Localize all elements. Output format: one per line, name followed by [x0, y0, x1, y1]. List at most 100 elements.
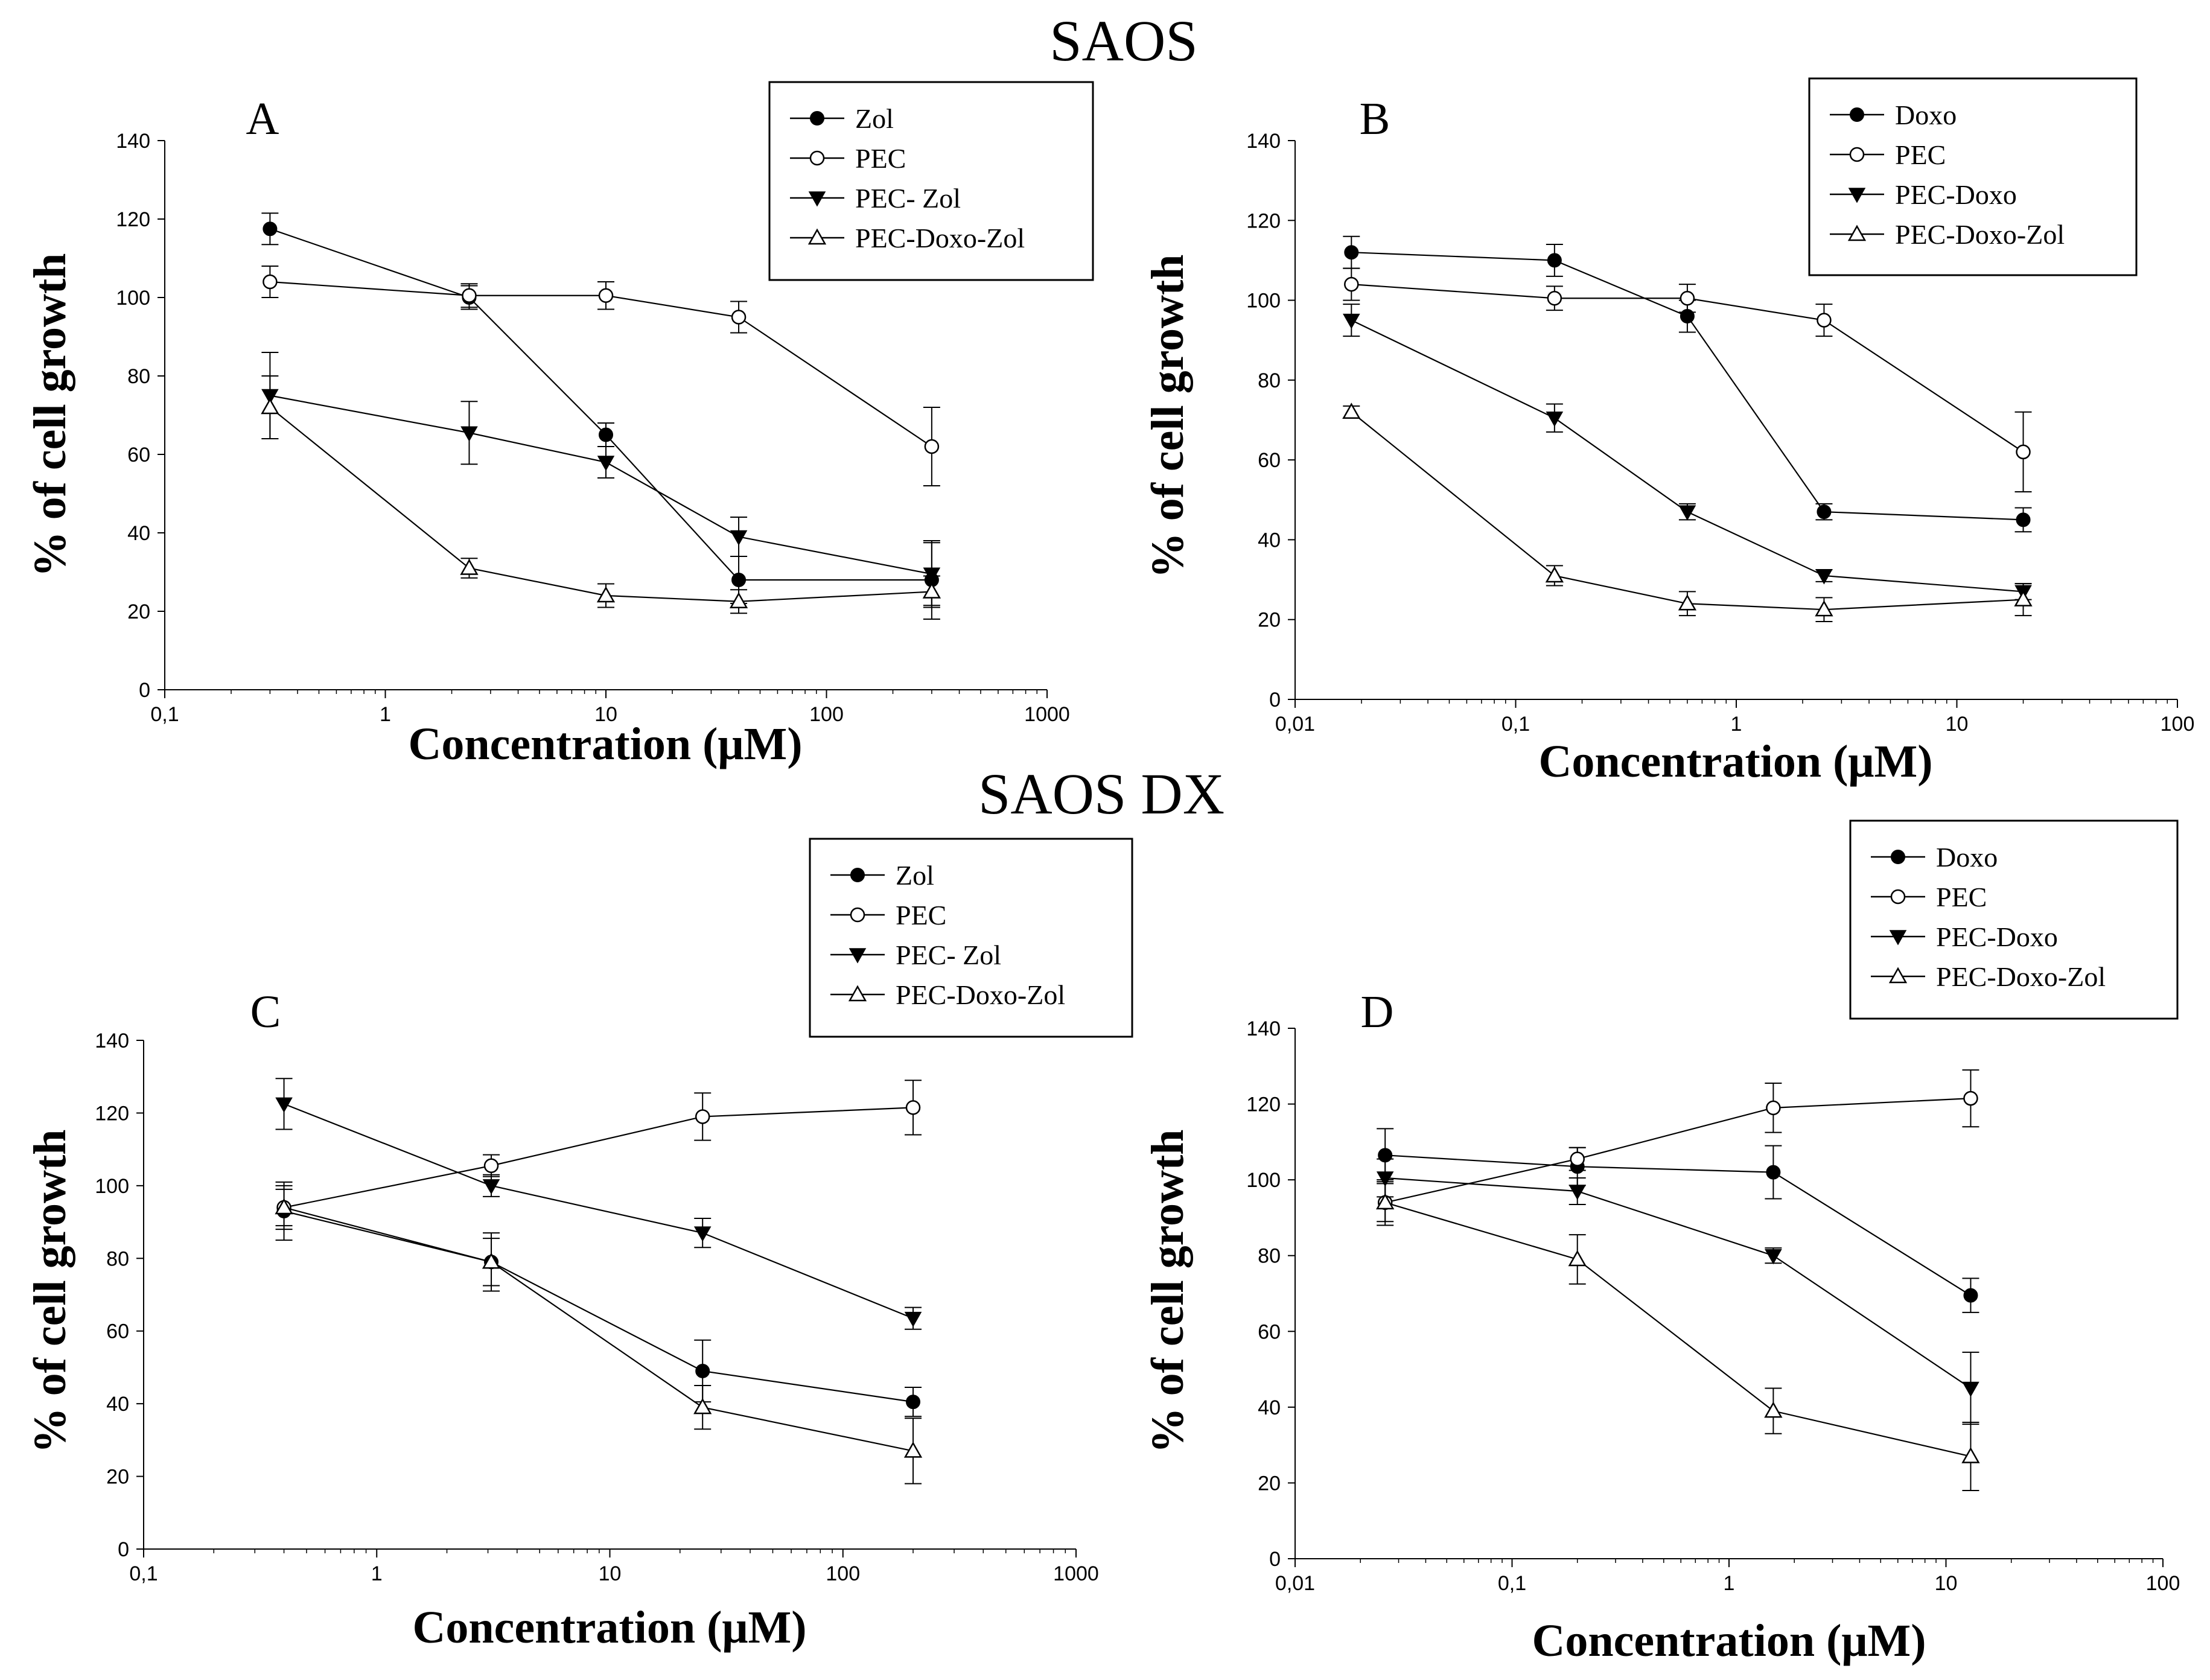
y-tick-label: 100 — [1246, 1169, 1281, 1192]
panel-letter: C — [250, 987, 281, 1037]
data-point — [1815, 600, 1833, 617]
x-tick-label: 0,1 — [1501, 713, 1530, 736]
legend-label: PEC — [1936, 882, 1987, 912]
y-axis-label: % of cell growth — [1142, 255, 1193, 579]
chart-panel-c: 0 20 40 60 80 100 120 140 0,1 1 10 100 1000 Concentra… — [25, 838, 1133, 1653]
x-tick-label: 0,1 — [1498, 1572, 1526, 1595]
x-tick-label: 100 — [809, 703, 844, 726]
legend-marker — [809, 150, 825, 166]
data-point — [597, 456, 615, 471]
legend-marker — [1890, 889, 1906, 905]
legend-label: PEC-Doxo-Zol — [1895, 219, 2065, 250]
series-line — [1385, 1177, 1972, 1389]
legend-marker — [1888, 967, 1908, 984]
data-point — [1766, 1100, 1781, 1116]
legend-label: PEC — [855, 143, 906, 174]
legend-label: PEC-Doxo-Zol — [855, 223, 1025, 253]
legend-marker — [808, 191, 826, 207]
legend-marker — [850, 907, 865, 923]
data-point — [1961, 1446, 1980, 1463]
y-axis-label: % of cell growth — [25, 1130, 75, 1454]
legend-label: PEC-Doxo-Zol — [896, 979, 1065, 1010]
legend-marker — [848, 985, 867, 1002]
series-line — [1385, 1154, 1972, 1296]
y-tick-label: 140 — [116, 130, 150, 153]
data-point — [2016, 444, 2031, 460]
data-point — [1766, 1165, 1781, 1180]
data-point — [483, 1158, 499, 1173]
y-tick-label: 80 — [127, 365, 150, 388]
x-tick-label: 1 — [1724, 1572, 1735, 1595]
data-point — [1343, 313, 1360, 329]
legend-box — [1849, 819, 2179, 1020]
data-point — [904, 1311, 922, 1328]
data-point — [1963, 1090, 1978, 1106]
data-point — [1344, 245, 1359, 260]
series-pec-doxo — [1376, 1158, 1979, 1425]
data-point — [922, 582, 941, 599]
x-tick-label: 1 — [371, 1562, 383, 1585]
data-point — [1962, 1381, 1979, 1397]
data-point — [923, 567, 941, 583]
data-point — [2016, 512, 2031, 527]
x-tick-label: 10 — [1946, 713, 1969, 736]
data-point — [924, 439, 940, 454]
legend-label: Doxo — [1895, 100, 1957, 130]
y-tick-label: 140 — [95, 1029, 129, 1052]
data-point — [1764, 1401, 1783, 1418]
y-tick-label: 40 — [1258, 1396, 1281, 1419]
y-tick-label: 0 — [1269, 689, 1281, 711]
series-pec-doxo — [1343, 304, 2032, 600]
x-tick-label: 0,1 — [150, 703, 179, 726]
panel-letter: B — [1360, 94, 1390, 144]
y-tick-label: 100 — [95, 1175, 129, 1198]
y-tick-label: 20 — [127, 600, 150, 623]
data-point — [1344, 276, 1359, 292]
chart-panel-b: 0 20 40 60 80 100 120 140 0,01 0,1 1 10 100 Concentra… — [1142, 77, 2194, 787]
legend-marker — [807, 228, 827, 245]
data-point — [693, 1398, 712, 1414]
data-point — [1815, 569, 1833, 585]
series-pec — [1343, 267, 2032, 493]
y-tick-label: 20 — [1258, 1472, 1281, 1495]
data-point — [905, 1100, 921, 1115]
y-tick-label: 120 — [1246, 1093, 1281, 1116]
y-tick-label: 60 — [1258, 449, 1281, 472]
y-tick-label: 20 — [106, 1466, 129, 1489]
data-point — [2014, 590, 2033, 606]
data-point — [261, 398, 279, 415]
panel-letter: D — [1361, 987, 1394, 1037]
y-tick-label: 0 — [139, 679, 150, 702]
legend-label: PEC-Doxo — [1936, 921, 2058, 952]
data-point — [1678, 505, 1696, 521]
data-point — [460, 558, 479, 575]
series-pec-doxo-zol — [1342, 402, 2033, 623]
y-tick-label: 80 — [1258, 1245, 1281, 1268]
y-axis-label: % of cell growth — [1142, 1130, 1193, 1454]
y-tick-label: 40 — [127, 522, 150, 545]
x-tick-label: 100 — [826, 1562, 860, 1585]
legend-marker — [850, 868, 865, 882]
y-tick-label: 60 — [127, 444, 150, 466]
legend: Doxo PEC PEC-Doxo PEC-Doxo-Zol — [1849, 819, 2179, 1020]
series-line — [1384, 1201, 1971, 1457]
x-tick-label: 0,1 — [129, 1562, 158, 1585]
section-title-saos-dx: SAOS DX — [978, 762, 1224, 826]
legend: Zol PEC PEC- Zol PEC-Doxo-Zol — [809, 838, 1133, 1038]
data-point — [1570, 1151, 1585, 1166]
data-point — [1678, 594, 1697, 611]
section-title-saos: SAOS — [1049, 8, 1197, 73]
legend-box — [1808, 77, 2138, 276]
legend-label: PEC — [896, 900, 946, 931]
legend-label: PEC- Zol — [855, 183, 961, 214]
series-line — [1384, 1098, 1971, 1203]
y-tick-label: 80 — [1258, 369, 1281, 392]
data-point — [1817, 504, 1832, 520]
data-point — [1568, 1250, 1587, 1267]
y-tick-label: 140 — [1246, 1017, 1281, 1040]
x-tick-label: 10 — [1935, 1572, 1958, 1595]
series-line — [284, 1107, 914, 1209]
x-tick-label: 0,01 — [1275, 1572, 1315, 1595]
y-tick-label: 60 — [106, 1320, 129, 1343]
